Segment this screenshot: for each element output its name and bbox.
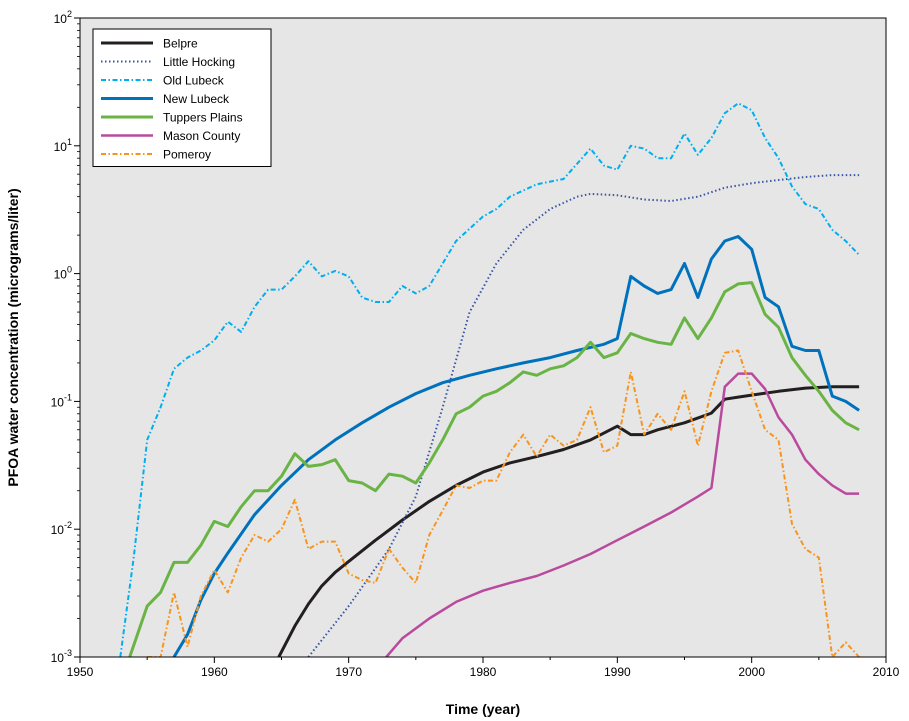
series-line-tuppers-plains (128, 281, 860, 657)
series-line-new-lubeck (172, 235, 860, 657)
y-axis-title: PFOA water concentration (micrograms/lit… (5, 188, 21, 486)
legend-label: Mason County (163, 129, 240, 143)
series-line-belpre (277, 385, 860, 657)
legend-label: Tuppers Plains (163, 111, 243, 125)
x-tick-label: 1980 (470, 665, 497, 679)
series-line-old-lubeck (119, 102, 860, 657)
legend-label: Old Lubeck (163, 74, 225, 88)
series-line-mason-county (385, 372, 860, 657)
series-layer (119, 102, 860, 657)
series-line-pomeroy (147, 349, 860, 657)
legend: Belpre Little Hocking Old Lubeck New Lubeck… (92, 28, 272, 167)
x-tick-label: 1970 (335, 665, 362, 679)
y-tick-label: 10-3 (51, 648, 72, 665)
y-tick-label: 10-1 (51, 392, 72, 409)
x-tick-label: 1950 (67, 665, 94, 679)
legend-label: New Lubeck (163, 92, 230, 106)
x-tick-label: 1990 (604, 665, 631, 679)
y-tick-label: 102 (54, 9, 72, 26)
y-tick-label: 10-2 (51, 520, 72, 537)
x-tick-label: 2010 (873, 665, 900, 679)
x-axis: 1950 1960 1970 1980 1990 2000 2010 (67, 657, 900, 679)
legend-label: Pomeroy (163, 148, 211, 162)
x-axis-title: Time (year) (446, 701, 520, 717)
y-tick-label: 100 (54, 265, 72, 282)
y-tick-label: 101 (54, 137, 72, 154)
legend-label: Little Hocking (163, 55, 235, 69)
y-axis: 102 101 100 10-1 10-2 10-3 (51, 9, 80, 665)
series-line-little-hocking (307, 174, 860, 657)
x-tick-label: 2000 (738, 665, 765, 679)
legend-label: Belpre (163, 37, 198, 51)
x-tick-label: 1960 (201, 665, 228, 679)
